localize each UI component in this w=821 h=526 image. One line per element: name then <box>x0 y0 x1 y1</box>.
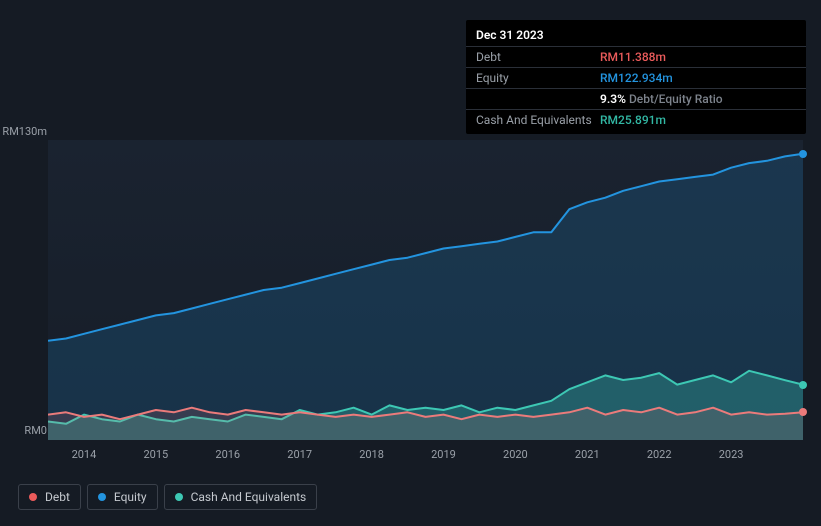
ratio-value: 9.3% <box>600 92 626 106</box>
legend-label: Debt <box>45 490 70 504</box>
legend-item-debt[interactable]: Debt <box>18 484 81 510</box>
x-tick: 2023 <box>719 448 744 461</box>
y-axis-min-label: RM0 <box>2 424 47 437</box>
tooltip-label: Debt <box>476 50 600 64</box>
x-tick: 2018 <box>359 448 384 461</box>
tooltip-value: RM25.891m <box>600 113 666 127</box>
chart-plot-area[interactable] <box>48 140 803 440</box>
chart-svg <box>48 140 803 440</box>
equity-legend-dot-icon <box>98 493 106 501</box>
cash-legend-dot-icon <box>175 493 183 501</box>
tooltip-row-ratio: 9.3% Debt/Equity Ratio <box>466 88 806 109</box>
tooltip-value: RM122.934m <box>600 71 673 85</box>
chart-tooltip: Dec 31 2023 Debt RM11.388m Equity RM122.… <box>466 20 806 134</box>
cash-end-marker <box>799 381 807 389</box>
debt-end-marker <box>799 408 807 416</box>
tooltip-label: Equity <box>476 71 600 85</box>
x-tick: 2022 <box>647 448 672 461</box>
tooltip-row-equity: Equity RM122.934m <box>466 67 806 88</box>
x-tick: 2019 <box>431 448 456 461</box>
x-tick: 2015 <box>143 448 168 461</box>
equity-end-marker <box>799 150 807 158</box>
legend-label: Cash And Equivalents <box>191 490 307 504</box>
tooltip-value: RM11.388m <box>600 50 666 64</box>
legend-item-cash[interactable]: Cash And Equivalents <box>164 484 318 510</box>
tooltip-row-debt: Debt RM11.388m <box>466 46 806 67</box>
chart-legend: Debt Equity Cash And Equivalents <box>18 484 317 510</box>
tooltip-date: Dec 31 2023 <box>466 24 806 46</box>
tooltip-value: 9.3% Debt/Equity Ratio <box>600 92 723 106</box>
tooltip-row-cash: Cash And Equivalents RM25.891m <box>466 109 806 130</box>
x-tick: 2017 <box>287 448 312 461</box>
legend-label: Equity <box>114 490 147 504</box>
x-tick: 2014 <box>72 448 97 461</box>
debt-legend-dot-icon <box>29 493 37 501</box>
x-tick: 2020 <box>503 448 528 461</box>
x-axis: 2014 2015 2016 2017 2018 2019 2020 2021 2022 2023 <box>48 448 803 468</box>
tooltip-label <box>476 92 600 106</box>
legend-item-equity[interactable]: Equity <box>87 484 158 510</box>
y-axis-max-label: RM130m <box>2 125 47 138</box>
ratio-label: Debt/Equity Ratio <box>629 92 723 106</box>
x-tick: 2021 <box>575 448 600 461</box>
tooltip-label: Cash And Equivalents <box>476 113 600 127</box>
x-tick: 2016 <box>215 448 240 461</box>
